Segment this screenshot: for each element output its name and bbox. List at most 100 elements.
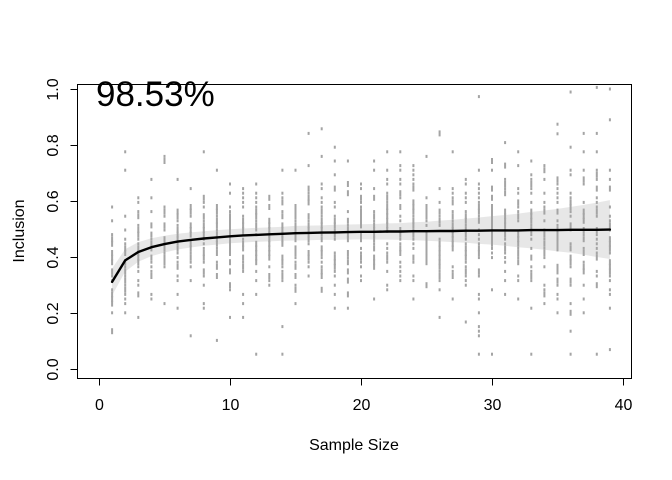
scatter-dot bbox=[595, 237, 598, 241]
scatter-dot bbox=[320, 187, 323, 191]
scatter-dot bbox=[477, 297, 480, 301]
scatter-dot bbox=[477, 214, 480, 218]
scatter-dot bbox=[569, 196, 572, 200]
scatter-dot bbox=[504, 231, 507, 238]
scatter-dot bbox=[333, 217, 336, 224]
scatter-dot bbox=[307, 260, 310, 264]
scatter-dot bbox=[399, 168, 402, 172]
scatter-dot bbox=[333, 145, 336, 149]
scatter-dot bbox=[163, 222, 166, 229]
scatter-dot bbox=[373, 231, 376, 238]
scatter-dot bbox=[477, 168, 480, 172]
scatter-dot bbox=[399, 237, 402, 241]
scatter-dot bbox=[556, 187, 559, 191]
scatter-dot bbox=[202, 231, 205, 238]
scatter-dot bbox=[582, 182, 585, 186]
scatter-dot bbox=[150, 254, 153, 261]
scatter-dot bbox=[438, 240, 441, 247]
scatter-dot bbox=[294, 222, 297, 229]
scatter-dot bbox=[399, 164, 402, 168]
scatter-dot bbox=[137, 227, 140, 233]
scatter-dot bbox=[608, 219, 611, 223]
scatter-dot bbox=[595, 208, 598, 215]
scatter-dot bbox=[346, 227, 349, 233]
scatter-dot bbox=[412, 242, 415, 246]
y-tick-label: 0.0 bbox=[45, 358, 62, 380]
scatter-dot bbox=[111, 236, 114, 243]
scatter-dot bbox=[333, 222, 336, 229]
scatter-dot bbox=[320, 196, 323, 200]
scatter-dot bbox=[360, 205, 362, 209]
scatter-dot bbox=[255, 213, 258, 220]
scatter-dot bbox=[255, 245, 258, 252]
scatter-dot bbox=[608, 268, 611, 275]
scatter-dot bbox=[464, 223, 467, 227]
scatter-dot bbox=[595, 282, 598, 289]
scatter-dot bbox=[530, 200, 533, 204]
scatter-dot bbox=[137, 196, 140, 200]
scatter-dot bbox=[543, 283, 546, 287]
scatter-dot bbox=[412, 217, 415, 224]
scatter-dot bbox=[294, 168, 297, 172]
scatter-dot bbox=[255, 269, 258, 273]
scatter-dot bbox=[451, 240, 454, 247]
scatter-dot bbox=[176, 274, 179, 278]
scatter-dot bbox=[569, 283, 572, 287]
scatter-dot bbox=[595, 200, 598, 204]
scatter-dot bbox=[360, 182, 362, 186]
scatter-dot bbox=[294, 213, 297, 220]
scatter-dot bbox=[229, 222, 231, 229]
scatter-dot bbox=[517, 187, 520, 191]
scatter-dot bbox=[255, 182, 258, 186]
scatter-dot bbox=[215, 168, 218, 172]
scatter-dot bbox=[412, 182, 415, 186]
scatter-dot bbox=[543, 208, 546, 215]
scatter-dot bbox=[451, 236, 454, 243]
scatter-dot bbox=[307, 131, 310, 135]
scatter-dot bbox=[582, 263, 585, 270]
scatter-dot bbox=[438, 263, 441, 270]
scatter-dot bbox=[543, 265, 546, 269]
scatter-dot bbox=[386, 213, 389, 220]
scatter-dot bbox=[543, 205, 546, 209]
scatter-dot bbox=[333, 185, 336, 192]
scatter-dot bbox=[346, 277, 349, 284]
scatter-dot bbox=[215, 338, 218, 342]
scatter-dot bbox=[124, 265, 127, 269]
scatter-dot bbox=[399, 190, 402, 197]
scatter-dot bbox=[451, 219, 454, 223]
scatter-dot bbox=[242, 237, 245, 241]
scatter-dot bbox=[582, 246, 585, 250]
scatter-dot bbox=[163, 208, 166, 215]
scatter-dot bbox=[360, 265, 362, 269]
scatter-dot bbox=[124, 228, 127, 232]
scatter-dot bbox=[373, 194, 376, 201]
scatter-dot bbox=[215, 208, 218, 215]
scatter-dot bbox=[569, 352, 572, 356]
scatter-dot bbox=[333, 159, 336, 163]
scatter-dot bbox=[451, 269, 454, 273]
scatter-dot bbox=[281, 265, 284, 269]
scatter-dot bbox=[543, 240, 546, 247]
scatter-dot bbox=[386, 222, 389, 229]
scatter-dot bbox=[569, 199, 572, 206]
scatter-dot bbox=[255, 250, 258, 256]
scatter-dot bbox=[608, 214, 611, 218]
plot-box bbox=[77, 84, 632, 379]
scatter-dot bbox=[491, 352, 493, 356]
scatter-dot bbox=[386, 200, 389, 204]
scatter-dot bbox=[504, 187, 507, 191]
scatter-dot bbox=[111, 288, 114, 292]
scatter-dot bbox=[333, 214, 336, 218]
scatter-dot bbox=[294, 250, 297, 256]
scatter-dot bbox=[202, 205, 205, 209]
scatter-dot bbox=[608, 348, 611, 352]
scatter-dot bbox=[386, 254, 389, 261]
scatter-dot bbox=[150, 265, 153, 269]
scatter-dot bbox=[438, 259, 441, 266]
scatter-dot bbox=[608, 259, 611, 266]
scatter-dot bbox=[608, 251, 611, 255]
scatter-dot bbox=[281, 352, 284, 356]
scatter-dot bbox=[124, 214, 127, 218]
scatter-dot bbox=[491, 240, 493, 247]
